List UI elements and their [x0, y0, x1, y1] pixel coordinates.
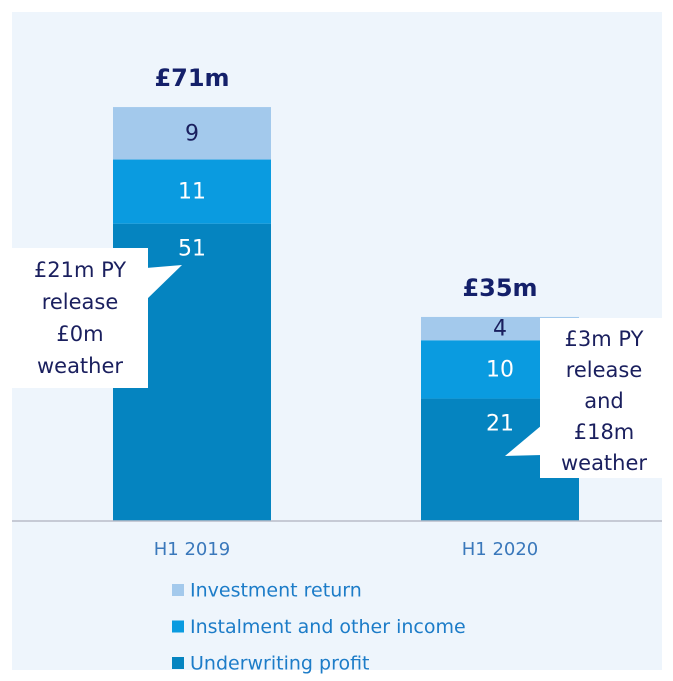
data-label: 11	[178, 180, 206, 205]
callout-text: release	[566, 358, 643, 382]
callout: £3m PY release and £18m weather	[505, 318, 662, 478]
legend-label: Underwriting profit	[190, 653, 370, 675]
callout-text: £18m	[574, 420, 635, 444]
data-label: 21	[486, 412, 514, 437]
total-label: £35m	[462, 274, 537, 302]
x-tick-label: H1 2020	[462, 539, 539, 560]
callout-pointer	[146, 265, 182, 300]
total-label: £71m	[154, 64, 229, 92]
callout: £21m PY release £0m weather	[12, 248, 182, 388]
callout-box	[540, 318, 662, 478]
callout-text: release	[42, 290, 119, 314]
callout-text: £3m PY	[565, 327, 644, 351]
x-tick-label: H1 2019	[154, 539, 231, 560]
bar-segment	[113, 107, 271, 160]
data-label: 9	[185, 121, 199, 146]
data-label: 51	[178, 237, 206, 262]
legend-label: Instalment and other income	[190, 616, 466, 638]
legend-swatch	[172, 584, 184, 596]
callout-box	[12, 248, 148, 388]
callout-text: £0m	[56, 322, 103, 346]
callout-text: weather	[37, 354, 123, 378]
legend-swatch	[172, 657, 184, 669]
callout-pointer	[505, 425, 542, 456]
bar-segment	[421, 316, 579, 341]
legend-swatch	[172, 620, 184, 633]
legend-label: Investment return	[190, 580, 362, 602]
callout-text: £21m PY	[34, 258, 126, 282]
callout-text: weather	[561, 451, 647, 475]
data-label: 4	[493, 317, 507, 342]
bar-segment	[113, 159, 271, 224]
data-label: 10	[486, 357, 514, 382]
callout-text: and	[584, 389, 624, 413]
